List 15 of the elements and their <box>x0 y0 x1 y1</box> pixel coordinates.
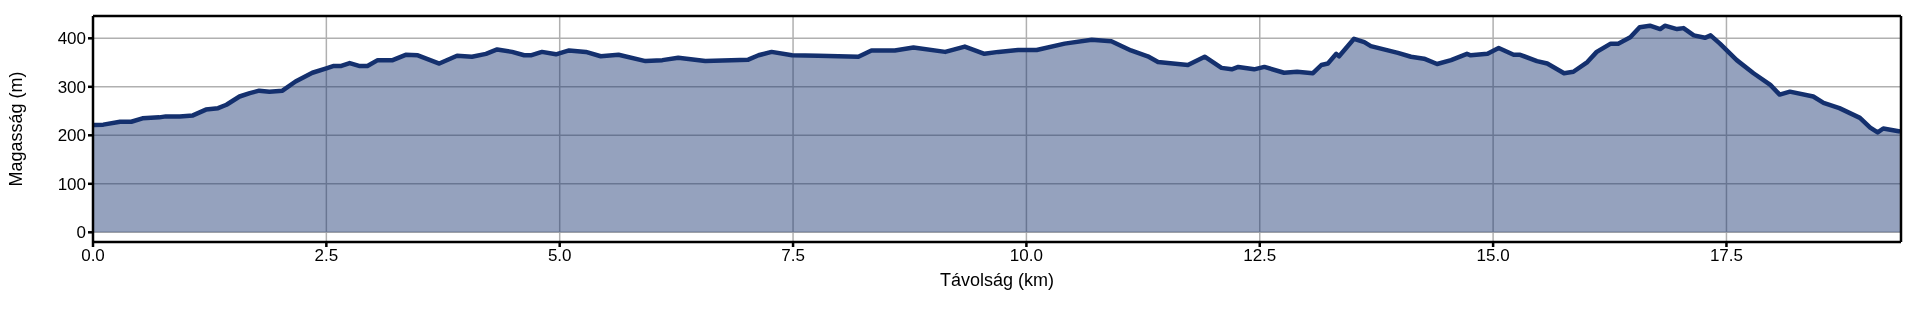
x-tick-label: 17.5 <box>1709 246 1743 266</box>
y-tick-label: 0 <box>76 223 86 243</box>
y-tick-label: 400 <box>57 29 86 49</box>
x-tick-label: 12.5 <box>1243 246 1277 266</box>
x-tick-label: 15.0 <box>1476 246 1510 266</box>
y-axis-title: Magasság (m) <box>6 71 27 187</box>
y-tick-label: 300 <box>57 77 86 97</box>
x-tick-label: 7.5 <box>781 246 805 266</box>
x-tick-label: 10.0 <box>1009 246 1043 266</box>
x-axis-title: Távolság (km) <box>939 270 1055 290</box>
x-tick-label: 0.0 <box>81 246 105 266</box>
y-tick-label: 100 <box>57 174 86 194</box>
x-tick-label: 5.0 <box>547 246 572 266</box>
x-tick-label: 2.5 <box>314 246 339 266</box>
y-tick-label: 200 <box>57 126 86 146</box>
